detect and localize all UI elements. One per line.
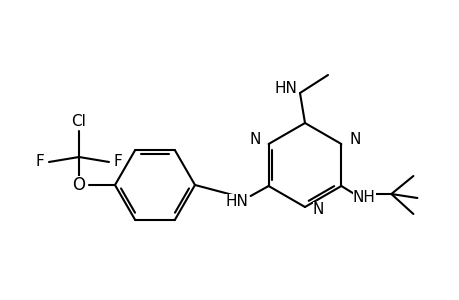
Text: Cl: Cl xyxy=(72,115,86,130)
Text: N: N xyxy=(349,133,360,148)
Text: NH: NH xyxy=(352,190,375,206)
Text: O: O xyxy=(73,176,85,194)
Text: N: N xyxy=(312,202,324,217)
Text: F: F xyxy=(113,154,122,169)
Text: HN: HN xyxy=(225,194,247,208)
Text: F: F xyxy=(35,154,44,169)
Text: N: N xyxy=(249,133,260,148)
Text: HN: HN xyxy=(274,80,297,95)
